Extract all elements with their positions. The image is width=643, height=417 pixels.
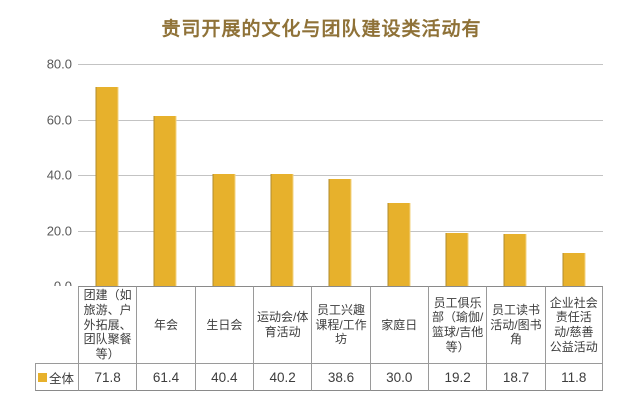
legend-label: 全体 xyxy=(49,371,75,386)
bar xyxy=(328,178,352,286)
bar xyxy=(445,232,469,286)
bar xyxy=(95,86,119,286)
plot-area xyxy=(78,64,603,286)
value-cell: 71.8 xyxy=(78,364,137,391)
y-tick-label: 40.0 xyxy=(46,167,72,183)
bar-slot xyxy=(486,64,544,286)
bar-slot xyxy=(78,64,136,286)
value-cell: 40.4 xyxy=(194,364,253,391)
bar-slot xyxy=(195,64,253,286)
table-corner-cell xyxy=(35,286,78,364)
category-cell: 员工俱乐部（瑜伽/篮球/吉他等） xyxy=(427,286,487,364)
legend-swatch-icon xyxy=(38,372,47,382)
category-cell: 运动会/体育活动 xyxy=(252,286,312,364)
gridline xyxy=(78,119,603,121)
bar xyxy=(270,174,294,286)
bar xyxy=(212,173,236,286)
y-tick-label: 60.0 xyxy=(46,112,72,127)
bar-slot xyxy=(253,64,311,286)
category-cell: 员工读书活动/图书角 xyxy=(486,286,545,364)
gridline xyxy=(78,64,603,65)
category-cell: 生日会 xyxy=(194,286,253,364)
value-cell: 38.6 xyxy=(311,364,370,391)
bar xyxy=(387,202,411,286)
bar-series xyxy=(78,64,603,286)
value-cell: 40.2 xyxy=(252,364,312,391)
bar xyxy=(153,115,177,286)
data-table: 团建（如旅游、户外拓展、团队聚餐等） 年会 生日会 运动会/体育活动 员工兴趣课程/工作… xyxy=(35,286,603,391)
y-tick-label: 80.0 xyxy=(46,56,72,72)
legend-cell: 全体 xyxy=(35,364,78,391)
value-cell: 11.8 xyxy=(544,364,603,391)
gridline xyxy=(78,175,603,176)
bar-slot xyxy=(428,64,486,286)
value-cell: 19.2 xyxy=(427,364,487,391)
value-cell: 30.0 xyxy=(369,364,428,391)
bar xyxy=(503,234,527,286)
y-tick-label: 20.0 xyxy=(46,223,72,238)
category-cell: 团建（如旅游、户外拓展、团队聚餐等） xyxy=(78,286,137,364)
value-cell: 18.7 xyxy=(486,364,545,391)
bar-slot xyxy=(545,64,603,286)
bar-slot xyxy=(311,64,369,286)
chart-title: 贵司开展的文化与团队建设类活动有 xyxy=(161,19,482,40)
bar-slot xyxy=(136,64,194,286)
category-cell: 家庭日 xyxy=(369,286,428,364)
category-cell: 企业社会责任活动/慈善公益活动 xyxy=(544,286,603,364)
category-cell: 年会 xyxy=(136,286,195,364)
bar xyxy=(562,253,586,286)
category-cell: 员工兴趣课程/工作坊 xyxy=(311,286,370,364)
value-cell: 61.4 xyxy=(136,364,195,391)
bar-slot xyxy=(370,64,428,286)
